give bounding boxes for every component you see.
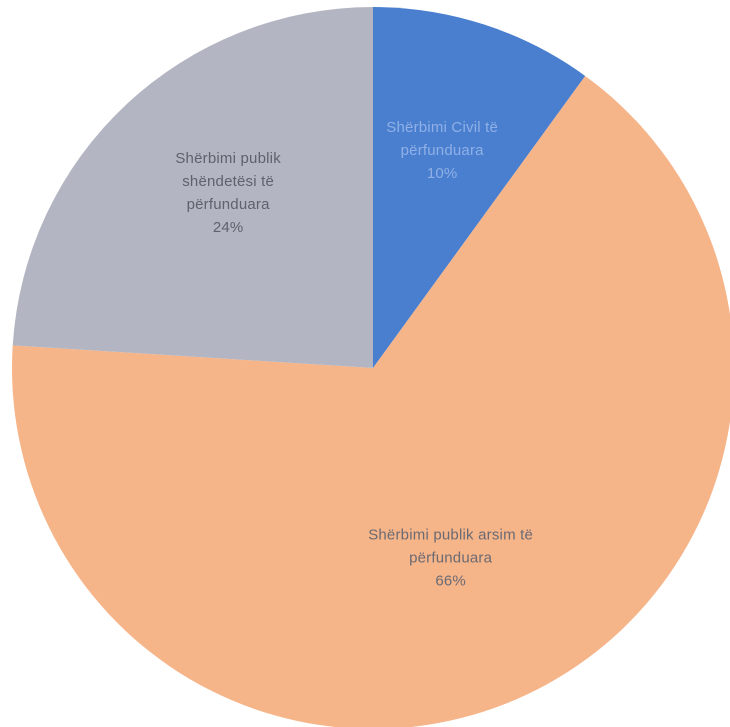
pie-slice-label-line: Shërbimi publik arsim të xyxy=(368,526,533,543)
pie-slices xyxy=(12,7,730,727)
pie-slice-2 xyxy=(12,7,374,368)
pie-slice-label-line: përfunduara xyxy=(409,549,493,566)
pie-labels: Shërbimi Civil të përfunduara 10%Shërbimi … xyxy=(175,119,533,589)
pie-slice-label-line: 10% xyxy=(427,165,458,182)
pie-slice-label-line: përfunduara xyxy=(187,196,271,213)
pie-slice-label-line: përfunduara xyxy=(401,142,485,159)
pie-slice-label-1: Shërbimi publik arsim të përfunduara 66% xyxy=(368,526,533,589)
pie-slice-label-line: 66% xyxy=(435,572,466,589)
pie-slice-label-2: Shërbimi publik shëndetësi të përfunduara 2… xyxy=(175,150,281,236)
pie-slice-0 xyxy=(373,7,586,368)
pie-slice-label-line: Shërbimi Civil të xyxy=(386,119,498,136)
pie-slice-label-line: Shërbimi publik xyxy=(175,150,281,167)
pie-slice-label-0: Shërbimi Civil të përfunduara 10% xyxy=(386,119,498,182)
pie-slice-label-line: shëndetësi të xyxy=(182,173,274,190)
pie-slice-label-line: 24% xyxy=(213,219,244,236)
pie-slice-1 xyxy=(12,75,730,727)
